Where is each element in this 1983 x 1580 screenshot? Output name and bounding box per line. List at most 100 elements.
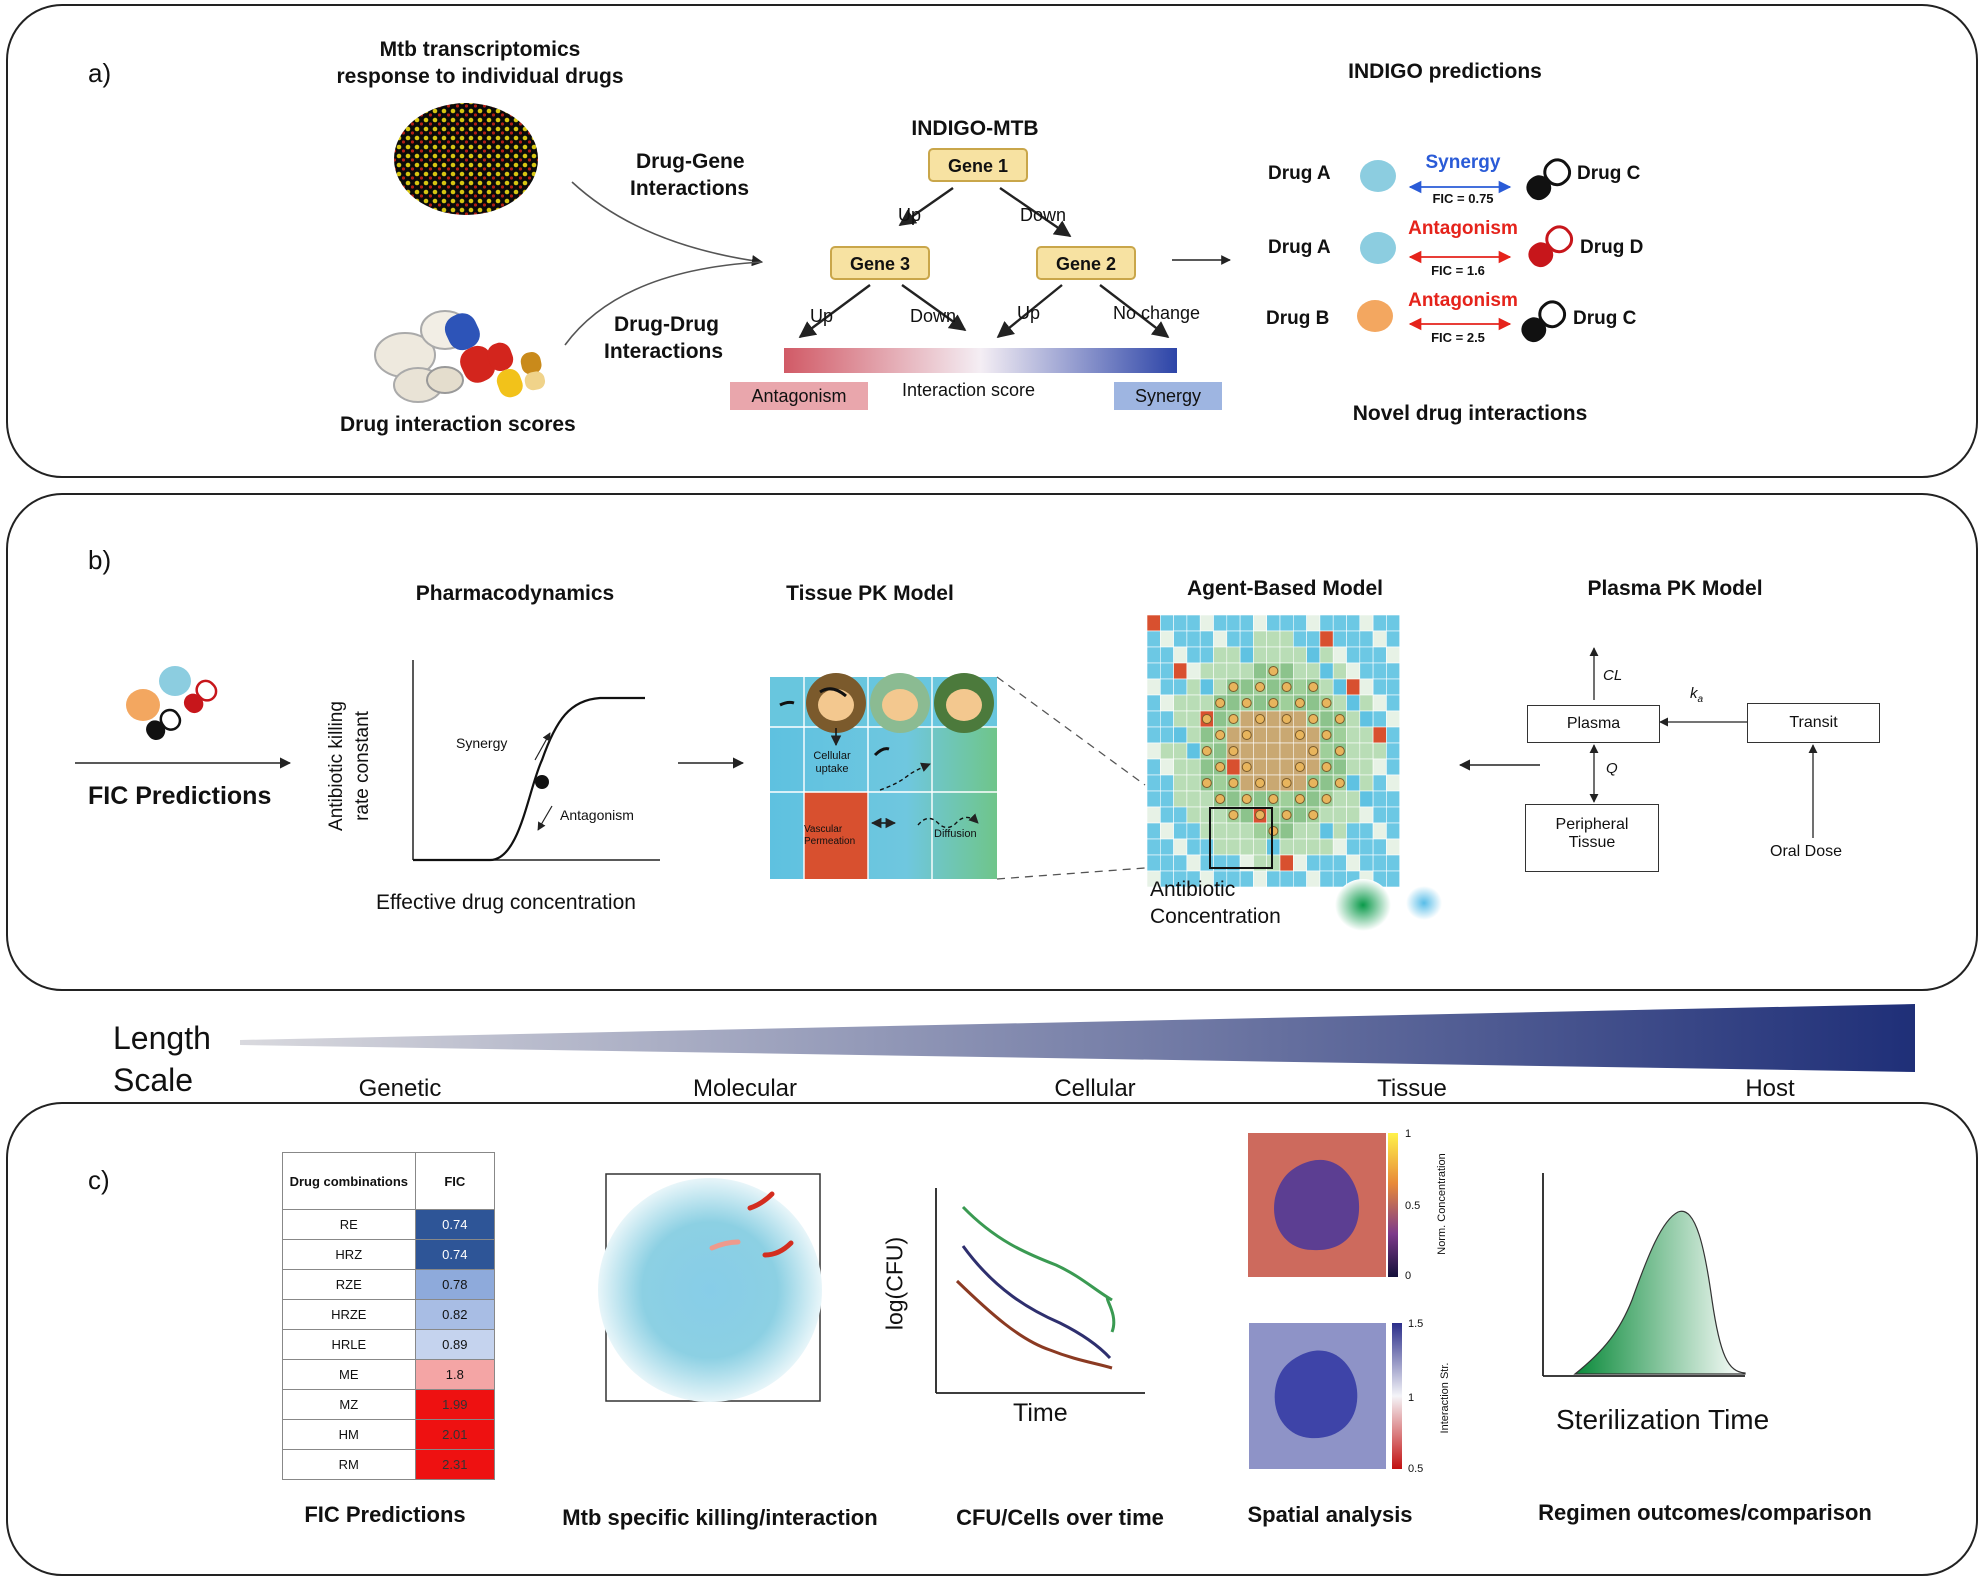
- table-cell-combo: ME: [282, 1359, 416, 1390]
- pred-1-fic: FIC = 0.75: [1432, 191, 1494, 206]
- fic-table-header: Drug combinations FIC: [282, 1152, 496, 1210]
- spatial-caption: Spatial analysis: [1247, 1502, 1413, 1527]
- plasma-box: Plasma: [1527, 705, 1660, 743]
- novel-title: Novel drug interactions: [1352, 402, 1588, 425]
- cb2-label: Interaction Str.: [1439, 1362, 1451, 1434]
- pred-3-right: Drug C: [1573, 308, 1637, 329]
- cb2-tick-1: 1.5: [1408, 1318, 1424, 1330]
- cb1-label: Norm. Concentration: [1436, 1153, 1448, 1255]
- table-cell-combo: RZE: [282, 1269, 416, 1300]
- level-cellular: Cellular: [1054, 1075, 1136, 1102]
- no-change-label: No change: [1113, 303, 1201, 323]
- table-row: MZ 1.99: [282, 1389, 496, 1420]
- table-cell-fic: 0.74: [414, 1209, 496, 1240]
- diffusion-label: Diffusion: [934, 828, 977, 840]
- cb1-tick-1: 1: [1405, 1128, 1412, 1140]
- panel-a: [6, 4, 1978, 478]
- panel-b-label: b): [88, 545, 112, 575]
- abm-title: Agent-Based Model: [1186, 577, 1383, 600]
- table-cell-combo: HRZE: [282, 1299, 416, 1330]
- cl-label: CL: [1603, 667, 1623, 684]
- drug-gene-label-1: Drug-Gene: [636, 150, 745, 173]
- length-scale-title-2: Scale: [113, 1062, 194, 1098]
- plasma-title: Plasma PK Model: [1587, 577, 1763, 600]
- level-host: Host: [1745, 1075, 1795, 1102]
- ka-label: ka: [1690, 685, 1704, 705]
- table-cell-fic: 1.99: [414, 1389, 496, 1420]
- level-tissue: Tissue: [1377, 1075, 1447, 1102]
- pred-2-type: Antagonism: [1408, 218, 1518, 239]
- table-row: HRLE 0.89: [282, 1329, 496, 1360]
- fic-predictions-b: FIC Predictions: [88, 782, 272, 810]
- table-cell-combo: RE: [282, 1209, 416, 1240]
- gene2-box: Gene 2: [1036, 246, 1136, 280]
- peripheral-box: Peripheral Tissue: [1525, 804, 1659, 872]
- pred-2-right: Drug D: [1580, 237, 1644, 258]
- panel-c-label: c): [88, 1165, 110, 1195]
- pd-synergy: Synergy: [456, 735, 508, 751]
- gene1-box: Gene 1: [928, 148, 1028, 182]
- table-cell-fic: 0.82: [414, 1299, 496, 1330]
- mtb-caption: Mtb specific killing/interaction: [562, 1505, 878, 1530]
- up-label-3: Up: [1017, 303, 1041, 323]
- table-cell-combo: HRZ: [282, 1239, 416, 1270]
- peripheral-line-1: Peripheral: [1555, 816, 1629, 833]
- table-cell-fic: 2.01: [414, 1419, 496, 1450]
- up-label-1: Up: [898, 205, 922, 225]
- antibiotic-conc-1: Antibiotic: [1150, 878, 1236, 901]
- drug-gene-label-2: Interactions: [630, 177, 750, 200]
- transit-box: Transit: [1747, 703, 1880, 743]
- drug-scores-label: Drug interaction scores: [340, 413, 576, 436]
- table-cell-combo: HRLE: [282, 1329, 416, 1360]
- table-row: RM 2.31: [282, 1449, 496, 1480]
- cb1-tick-2: 0.5: [1405, 1200, 1421, 1212]
- vascular-perm-1: Vascular: [804, 824, 843, 835]
- antagonism-legend: Antagonism: [730, 382, 868, 410]
- panel-a-label: a): [88, 58, 112, 88]
- pd-xlabel: Effective drug concentration: [376, 891, 636, 914]
- table-cell-fic: 2.31: [414, 1449, 496, 1480]
- table-cell-fic: 0.74: [414, 1239, 496, 1270]
- table-row: HRZ 0.74: [282, 1239, 496, 1270]
- predictions-title: INDIGO predictions: [1348, 60, 1542, 83]
- tissue-title: Tissue PK Model: [786, 582, 954, 605]
- cb2-tick-2: 1: [1408, 1392, 1415, 1404]
- drug-drug-label-1: Drug-Drug: [614, 313, 719, 336]
- header-combo: Drug combinations: [282, 1152, 416, 1210]
- panel-b: [6, 493, 1978, 991]
- cfu-xlabel: Time: [1013, 1399, 1068, 1427]
- interaction-score-label: Interaction score: [902, 380, 1036, 400]
- level-genetic: Genetic: [358, 1075, 442, 1102]
- oral-dose-label: Oral Dose: [1770, 843, 1843, 860]
- table-cell-combo: RM: [282, 1449, 416, 1480]
- table-cell-combo: HM: [282, 1419, 416, 1450]
- table-row: HRZE 0.82: [282, 1299, 496, 1330]
- pd-title: Pharmacodynamics: [415, 582, 615, 605]
- antibiotic-conc-2: Concentration: [1150, 905, 1281, 928]
- pred-1-right: Drug C: [1577, 163, 1641, 184]
- pd-ylabel-1: Antibiotic killing: [326, 701, 347, 831]
- pred-3-type: Antagonism: [1408, 290, 1518, 311]
- table-cell-fic: 0.89: [414, 1329, 496, 1360]
- table-cell-fic: 1.8: [414, 1359, 496, 1390]
- table-cell-fic: 0.78: [414, 1269, 496, 1300]
- cfu-caption: CFU/Cells over time: [956, 1505, 1164, 1530]
- fic-table: Drug combinations FIC RE 0.74 HRZ 0.74 RZE 0.…: [282, 1152, 496, 1480]
- pred-3-left: Drug B: [1266, 308, 1330, 329]
- synergy-legend: Synergy: [1114, 382, 1222, 410]
- table-row: ME 1.8: [282, 1359, 496, 1390]
- pred-3-fic: FIC = 2.5: [1431, 330, 1485, 345]
- header-fic: FIC: [414, 1152, 496, 1210]
- cellular-uptake-1: Cellular: [813, 750, 851, 762]
- table-row: RE 0.74: [282, 1209, 496, 1240]
- fic-caption: FIC Predictions: [304, 1502, 466, 1527]
- up-label-2: Up: [810, 306, 834, 326]
- transcriptomics-title-1: Mtb transcriptomics: [379, 38, 581, 61]
- cb2-tick-3: 0.5: [1408, 1463, 1424, 1475]
- drug-drug-label-2: Interactions: [604, 340, 724, 363]
- vascular-perm-2: Permeation: [804, 836, 856, 847]
- level-molecular: Molecular: [692, 1075, 798, 1102]
- table-cell-combo: MZ: [282, 1389, 416, 1420]
- regimen-caption: Regimen outcomes/comparison: [1538, 1500, 1872, 1525]
- table-row: RZE 0.78: [282, 1269, 496, 1300]
